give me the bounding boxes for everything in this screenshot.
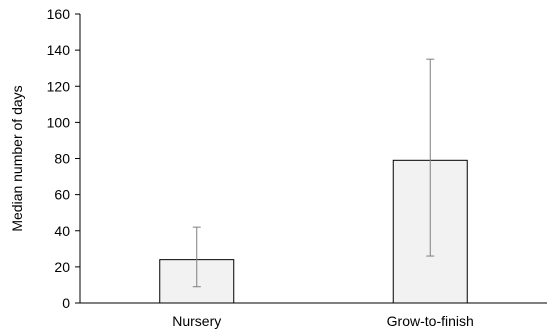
x-axis-ticks: Nursery Grow-to-finish xyxy=(172,313,474,329)
y-tick-label: 160 xyxy=(47,6,71,22)
y-tick-label: 0 xyxy=(62,295,70,311)
y-axis-title: Median number of days xyxy=(9,85,25,231)
error-bars xyxy=(192,58,435,288)
y-tick-label: 120 xyxy=(47,78,71,94)
y-tick-label: 20 xyxy=(54,259,70,275)
y-tick-label: 140 xyxy=(47,42,71,58)
bars xyxy=(159,159,468,304)
y-tick-label: 80 xyxy=(54,151,70,167)
y-axis-ticks: 0 20 40 60 80 100 120 140 160 xyxy=(47,6,80,311)
x-tick-label: Nursery xyxy=(172,313,221,329)
y-tick-label: 40 xyxy=(54,223,70,239)
y-tick-label: 100 xyxy=(47,114,71,130)
x-tick-label: Grow-to-finish xyxy=(387,313,474,329)
y-tick-label: 60 xyxy=(54,187,70,203)
